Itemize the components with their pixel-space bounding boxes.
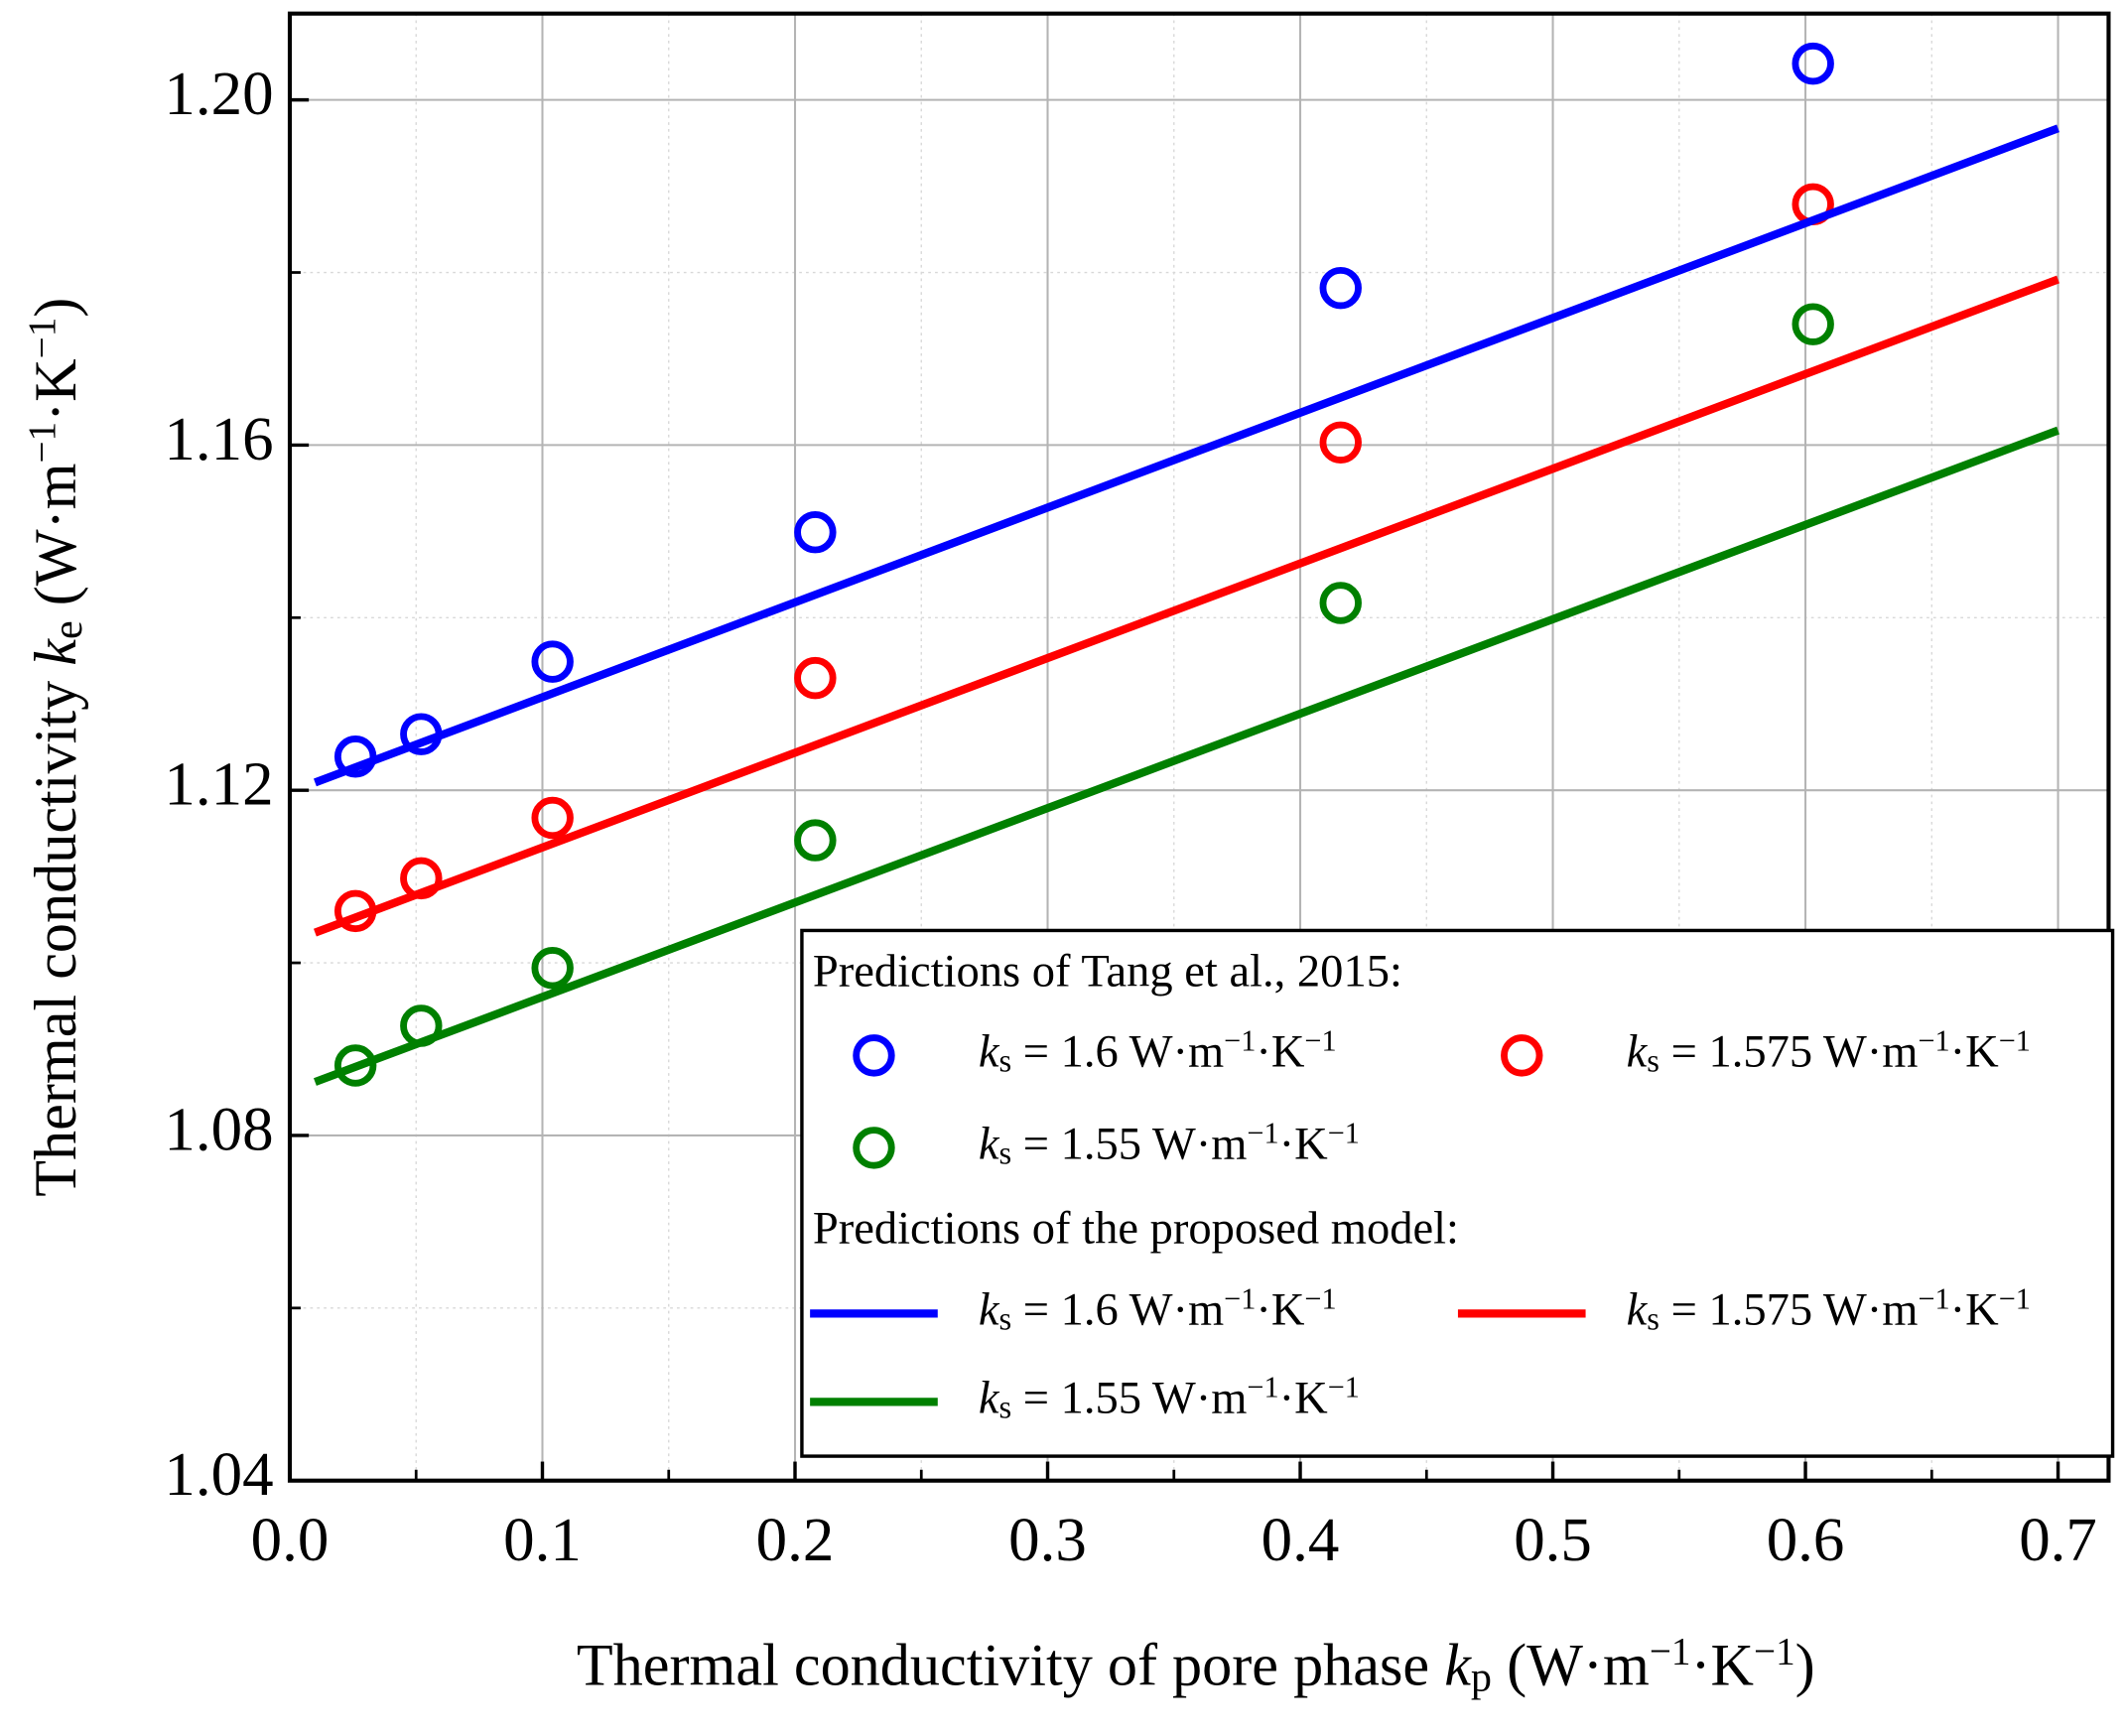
x-axis-label: Thermal conductivity of pore phase kp (W… <box>577 1631 1815 1701</box>
marker <box>1319 582 1362 624</box>
y-tick-label: 1.12 <box>164 749 273 819</box>
line <box>313 124 2060 787</box>
marker <box>1319 266 1362 310</box>
legend-label: ks = 1.6 W·m−1·K−1 <box>979 1023 1337 1079</box>
x-tick-label: 0.0 <box>251 1505 330 1574</box>
legend-swatch <box>853 1034 895 1077</box>
marker <box>531 796 574 840</box>
marker <box>794 656 837 700</box>
y-tick-label: 1.08 <box>164 1094 273 1163</box>
y-tick-label: 1.20 <box>164 59 273 128</box>
y-axis-label: Thermal conductivity ke (W·m−1·K−1) <box>21 298 91 1197</box>
marker <box>794 819 837 862</box>
x-tick-label: 0.1 <box>503 1505 582 1574</box>
legend-box <box>800 928 2115 1458</box>
legend-label: ks = 1.6 W·m−1·K−1 <box>979 1281 1337 1337</box>
legend-label: ks = 1.575 W·m−1·K−1 <box>1627 1023 2031 1079</box>
legend-label: ks = 1.55 W·m−1·K−1 <box>979 1116 1360 1171</box>
marker <box>531 640 574 683</box>
legend-swatch <box>1501 1034 1543 1077</box>
x-tick-label: 0.7 <box>2019 1505 2097 1574</box>
y-tick-label: 1.16 <box>164 404 273 473</box>
marker <box>1792 303 1834 345</box>
y-tick-label: 1.04 <box>164 1439 273 1509</box>
marker <box>531 947 574 990</box>
legend-label: ks = 1.55 W·m−1·K−1 <box>979 1370 1360 1425</box>
legend-swatch <box>853 1127 895 1169</box>
marker <box>1319 421 1362 465</box>
x-tick-label: 0.3 <box>1008 1505 1087 1574</box>
legend-title: Predictions of the proposed model: <box>813 1203 1459 1254</box>
x-tick-label: 0.4 <box>1261 1505 1340 1574</box>
marker <box>333 1044 377 1087</box>
x-tick-label: 0.2 <box>756 1505 835 1574</box>
x-tick-label: 0.6 <box>1767 1505 1845 1574</box>
legend-label: ks = 1.575 W·m−1·K−1 <box>1627 1281 2031 1337</box>
plot-frame <box>287 11 2111 1483</box>
line <box>313 426 2060 1086</box>
x-tick-label: 0.5 <box>1514 1505 1592 1574</box>
legend-title: Predictions of Tang et al., 2015: <box>813 946 1402 997</box>
line <box>313 275 2060 937</box>
marker <box>1792 42 1834 85</box>
marker <box>794 510 837 554</box>
